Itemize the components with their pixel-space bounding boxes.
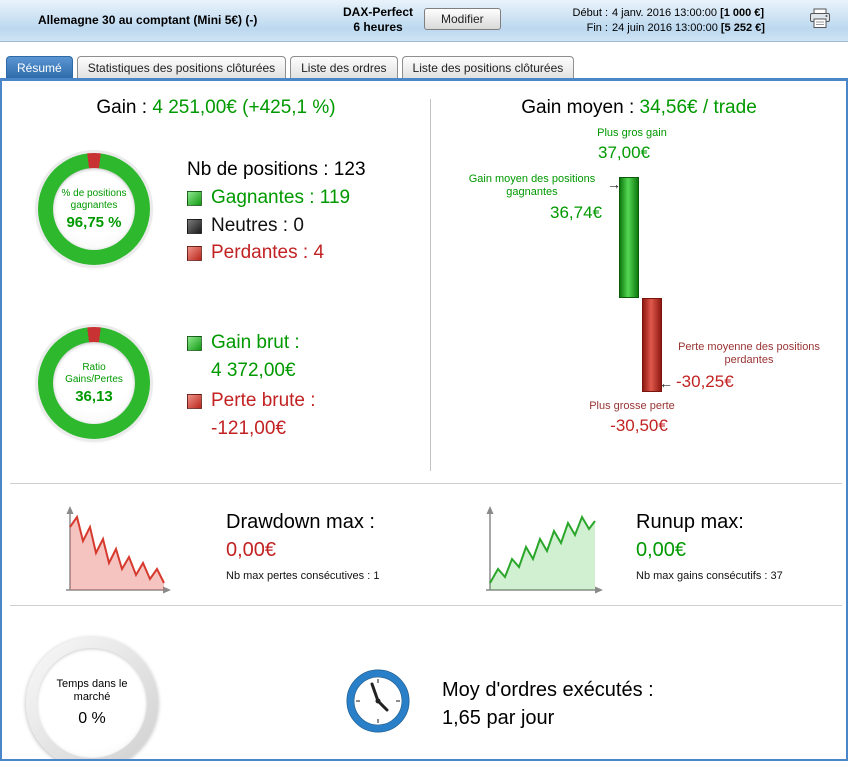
start-date: 4 janv. 2016 13:00:00 xyxy=(612,7,717,19)
gain-heading: Gain : 4 251,00€ (+425,1 %) xyxy=(2,97,430,119)
gain-brut-value: 4 372,00€ xyxy=(211,360,296,381)
runup-chart xyxy=(480,505,604,600)
gain-moyen-label: Gain moyen : xyxy=(521,97,635,118)
time-in-market-gauge: Temps dans le marché 0 % xyxy=(26,637,158,759)
end-label: Fin : xyxy=(586,22,608,34)
end-row: Fin : 24 juin 2016 13:00:00 [5 252 €] xyxy=(566,21,765,36)
start-row: Début : 4 janv. 2016 13:00:00 [1 000 €] xyxy=(566,6,765,21)
vertical-divider xyxy=(430,99,431,471)
drawdown-title: Drawdown max : xyxy=(226,511,375,533)
gain-label: Gain : xyxy=(96,97,148,118)
horizontal-divider xyxy=(10,483,842,484)
date-range: Début : 4 janv. 2016 13:00:00 [1 000 €] F… xyxy=(566,6,765,36)
clock-icon xyxy=(346,669,410,738)
nb-positions: Nb de positions : 123 xyxy=(187,159,366,180)
donut2-value: 36,13 xyxy=(75,387,113,405)
top-bar: Allemagne 30 au comptant (Mini 5€) (-) D… xyxy=(0,0,848,42)
time-in-market-label-line1: Temps dans le xyxy=(56,678,128,690)
red-loss-bar xyxy=(642,298,662,392)
start-label: Début : xyxy=(572,7,608,19)
drawdown-chart xyxy=(60,505,172,600)
arrow-right-icon: → xyxy=(607,176,621,192)
plus-grosse-perte-value: -30,50€ xyxy=(610,416,668,435)
legend-perdantes-row: Perdantes : 4 xyxy=(187,242,324,264)
tab-statistiques[interactable]: Statistiques des positions clôturées xyxy=(76,56,287,78)
end-capital: [5 252 €] xyxy=(720,22,765,34)
strategy-timeframe: 6 heures xyxy=(353,20,403,34)
green-gain-bar xyxy=(619,177,639,298)
red-square-icon xyxy=(187,245,202,261)
donut-ratio-gains-pertes: Ratio Gains/Pertes 36,13 xyxy=(38,327,150,439)
end-date: 24 juin 2016 13:00:00 xyxy=(612,22,718,34)
tab-liste-positions[interactable]: Liste des positions clôturées xyxy=(401,56,575,78)
tab-resume[interactable]: Résumé xyxy=(6,56,73,78)
legend-gagnantes-row: Gagnantes : 119 xyxy=(187,187,350,209)
orders-per-day-label: Moy d'ordres exécutés : xyxy=(442,679,654,701)
perte-moyenne-label: Perte moyenne des positions perdantes xyxy=(678,341,820,366)
green-square-icon xyxy=(187,335,202,351)
donut2-label: Ratio Gains/Pertes xyxy=(65,361,123,385)
legend-neutres-row: Neutres : 0 xyxy=(187,215,304,237)
runup-value: 0,00€ xyxy=(636,539,687,561)
summary-panel: Gain : 4 251,00€ (+425,1 %) % de positio… xyxy=(0,78,848,761)
tab-liste-ordres[interactable]: Liste des ordres xyxy=(290,56,398,78)
orders-per-day-value: 1,65 par jour xyxy=(442,707,555,729)
drawdown-value: 0,00€ xyxy=(226,539,277,561)
plus-gros-gain-label: Plus gros gain xyxy=(597,127,667,139)
runup-title: Runup max: xyxy=(636,511,744,533)
perte-brute-label: Perte brute : xyxy=(211,390,316,411)
printer-icon[interactable] xyxy=(808,8,832,34)
plus-grosse-perte-label: Plus grosse perte xyxy=(589,400,675,412)
legend-perdantes: Perdantes : 4 xyxy=(211,242,325,263)
gain-brut-row: Gain brut : xyxy=(187,332,300,354)
gain-moyen-heading: Gain moyen : 34,56€ / trade xyxy=(432,97,846,119)
perte-brute-value: -121,00€ xyxy=(211,418,287,439)
donut1-label-line1: % de positions xyxy=(61,187,127,199)
donut-pct-gagnantes: % de positions gagnantes 96,75 % xyxy=(38,153,150,265)
runup-subtitle: Nb max gains consécutifs : 37 xyxy=(636,570,783,582)
legend-gagnantes: Gagnantes : 119 xyxy=(211,187,351,208)
perte-moyenne-value: -30,25€ xyxy=(676,372,734,391)
donut1-value: 96,75 % xyxy=(66,213,122,231)
plus-gros-gain-value: 37,00€ xyxy=(598,143,650,162)
gain-moyen-gagnantes-label: Gain moyen des positions gagnantes xyxy=(468,173,596,198)
strategy-info: DAX-Perfect 6 heures xyxy=(318,5,438,35)
instrument-name: Allemagne 30 au comptant (Mini 5€) (-) xyxy=(38,13,258,27)
gain-brut-label: Gain brut : xyxy=(211,332,300,353)
dark-square-icon xyxy=(187,218,202,234)
perte-brute-row: Perte brute : xyxy=(187,390,316,412)
legend-neutres: Neutres : 0 xyxy=(211,215,304,236)
gain-moyen-gagnantes-value: 36,74€ xyxy=(550,203,602,222)
drawdown-subtitle: Nb max pertes consécutives : 1 xyxy=(226,570,380,582)
donut1-label-line2: gagnantes xyxy=(70,199,118,211)
start-capital: [1 000 €] xyxy=(720,7,765,19)
time-in-market-value: 0 % xyxy=(78,710,106,727)
gain-value: 4 251,00€ (+425,1 %) xyxy=(152,97,336,118)
green-square-icon xyxy=(187,190,202,206)
strategy-name: DAX-Perfect xyxy=(342,5,414,19)
arrow-left-icon: ← xyxy=(659,375,673,391)
gain-moyen-value: 34,56€ / trade xyxy=(639,97,757,118)
horizontal-divider xyxy=(10,605,842,606)
red-square-icon xyxy=(187,393,202,409)
tab-bar: Résumé Statistiques des positions clôtur… xyxy=(0,55,848,78)
time-in-market-label-line2: marché xyxy=(73,691,111,703)
modify-button[interactable]: Modifier xyxy=(424,8,501,30)
